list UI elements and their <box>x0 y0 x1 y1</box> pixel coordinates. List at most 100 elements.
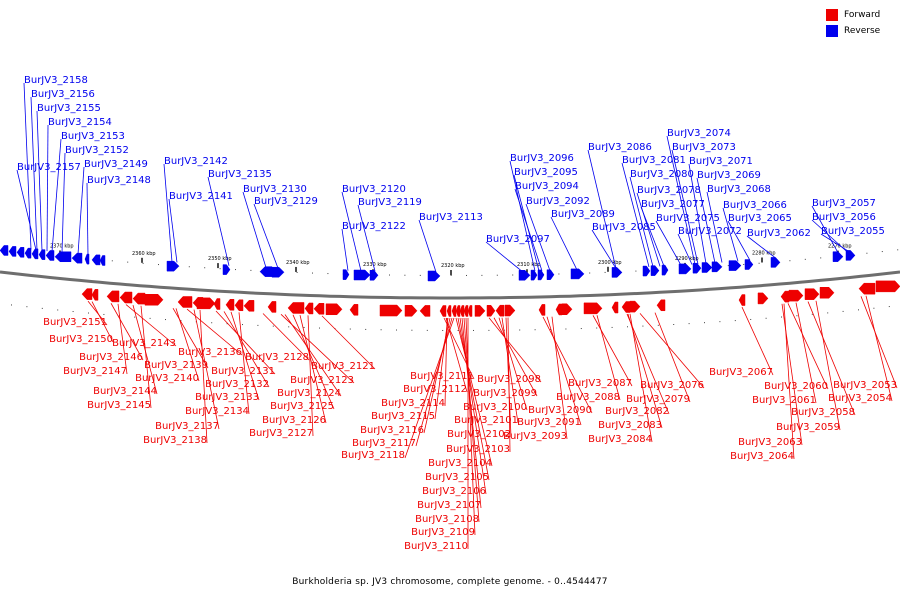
reverse-gene-arrow <box>530 269 538 281</box>
forward-gene-label: BurJV3_2063 <box>738 437 802 448</box>
forward-gene-arrow <box>379 304 403 317</box>
forward-gene-arrow <box>132 292 146 305</box>
minor-tick <box>349 328 351 330</box>
forward-gene-label: BurJV3_2144 <box>93 386 157 397</box>
reverse-gene-label: BurJV3_2055 <box>821 226 885 237</box>
reverse-gene-label-leader <box>621 162 650 268</box>
forward-gene-label-leader <box>223 311 270 388</box>
reverse-gene-label-leader <box>341 191 362 272</box>
forward-gene-label: BurJV3_2083 <box>598 420 662 431</box>
minor-tick <box>673 323 675 325</box>
forward-gene-label: BurJV3_2058 <box>791 407 855 418</box>
minor-tick <box>103 313 105 315</box>
forward-gene-label-leader <box>459 317 487 495</box>
minor-tick <box>796 315 798 317</box>
forward-gene-label: BurJV3_2053 <box>833 380 897 391</box>
reverse-gene-arrow <box>832 251 844 262</box>
reverse-gene-arrow <box>38 249 46 260</box>
reverse-gene-arrow <box>711 261 723 273</box>
reverse-gene-label: BurJV3_2080 <box>630 169 694 180</box>
scale-tick-label: 2370 kbp <box>50 243 74 249</box>
forward-gene-label: BurJV3_2111 <box>410 371 474 382</box>
minor-tick <box>365 328 367 330</box>
forward-gene-arrow <box>213 298 221 310</box>
forward-gene-label-leader <box>321 315 376 370</box>
minor-tick <box>558 273 560 275</box>
reverse-gene-arrow <box>54 251 72 263</box>
forward-gene-arrow <box>486 305 496 317</box>
reverse-gene-label-leader <box>820 233 850 252</box>
forward-gene-arrow <box>875 280 900 293</box>
reverse-gene-label-leader <box>163 163 173 263</box>
forward-gene-label-leader <box>542 316 593 414</box>
reverse-gene-label-leader <box>550 216 578 271</box>
legend-swatch-forward <box>826 9 838 21</box>
forward-gene-label-leader <box>87 300 108 326</box>
reverse-gene-label: BurJV3_2077 <box>641 199 705 210</box>
forward-gene-label: BurJV3_2114 <box>381 398 445 409</box>
reverse-gene-arrow <box>342 269 350 280</box>
reverse-gene-label: BurJV3_2157 <box>17 162 81 173</box>
forward-gene-arrow <box>455 305 461 317</box>
forward-gene-label: BurJV3_2140 <box>135 373 199 384</box>
forward-gene-arrow <box>439 305 447 317</box>
forward-gene-arrow <box>738 294 746 306</box>
reverse-gene-arrow <box>611 267 623 278</box>
reverse-gene-arrow <box>84 253 90 265</box>
reverse-gene-label: BurJV3_2062 <box>747 228 811 239</box>
forward-gene-label: BurJV3_2112 <box>403 384 467 395</box>
reverse-gene-label-leader <box>514 188 543 272</box>
reverse-gene-arrow <box>650 265 660 276</box>
forward-gene-label-leader <box>551 316 568 440</box>
minor-tick <box>211 322 213 324</box>
forward-gene-label-leader <box>292 314 335 410</box>
minor-tick <box>881 251 883 253</box>
minor-tick <box>226 323 228 325</box>
minor-tick <box>57 309 59 311</box>
minor-tick <box>327 273 329 275</box>
forward-gene-arrow <box>621 301 631 313</box>
minor-tick <box>758 262 760 264</box>
forward-gene-arrow <box>629 300 641 313</box>
minor-tick <box>235 269 236 271</box>
forward-gene-label-leader <box>262 313 310 361</box>
forward-gene-label: BurJV3_2115 <box>371 411 435 422</box>
reverse-gene-arrow <box>91 254 101 266</box>
reverse-gene-label-leader <box>30 96 38 251</box>
minor-tick <box>604 271 606 273</box>
forward-gene-arrow <box>819 287 835 299</box>
forward-gene-arrow <box>234 299 244 312</box>
forward-gene-arrow <box>561 303 573 315</box>
minor-tick <box>11 304 12 306</box>
reverse-gene-label-leader <box>587 149 617 269</box>
minor-tick <box>389 274 390 276</box>
minor-tick <box>204 267 206 269</box>
minor-tick <box>688 323 690 325</box>
minor-tick <box>596 327 598 329</box>
reverse-gene-label: BurJV3_2149 <box>84 159 148 170</box>
reverse-gene-label: BurJV3_2092 <box>526 196 590 207</box>
forward-gene-label-leader <box>457 317 490 481</box>
reverse-gene-label: BurJV3_2078 <box>637 185 701 196</box>
forward-gene-label-leader <box>455 317 493 467</box>
reverse-gene-label-leader <box>706 191 723 263</box>
reverse-gene-label: BurJV3_2074 <box>667 128 731 139</box>
forward-gene-label-leader <box>596 315 621 401</box>
forward-gene-arrow <box>495 304 505 317</box>
minor-tick <box>303 326 305 328</box>
forward-gene-label: BurJV3_2137 <box>155 421 219 432</box>
forward-gene-label-leader <box>299 315 327 424</box>
forward-gene-label: BurJV3_2116 <box>360 425 424 436</box>
forward-gene-label-leader <box>507 317 511 453</box>
map-caption: Burkholderia sp. JV3 chromosome, complet… <box>292 577 608 587</box>
forward-gene-label: BurJV3_2143 <box>112 338 176 349</box>
minor-tick <box>72 311 74 313</box>
reverse-gene-label: BurJV3_2057 <box>812 198 876 209</box>
forward-gene-arrow <box>555 303 563 316</box>
minor-tick <box>811 313 813 315</box>
forward-gene-label: BurJV3_2134 <box>185 406 249 417</box>
scale-tick-label: 2280 kbp <box>752 251 776 257</box>
legend-item-reverse: Reverse <box>826 24 892 38</box>
